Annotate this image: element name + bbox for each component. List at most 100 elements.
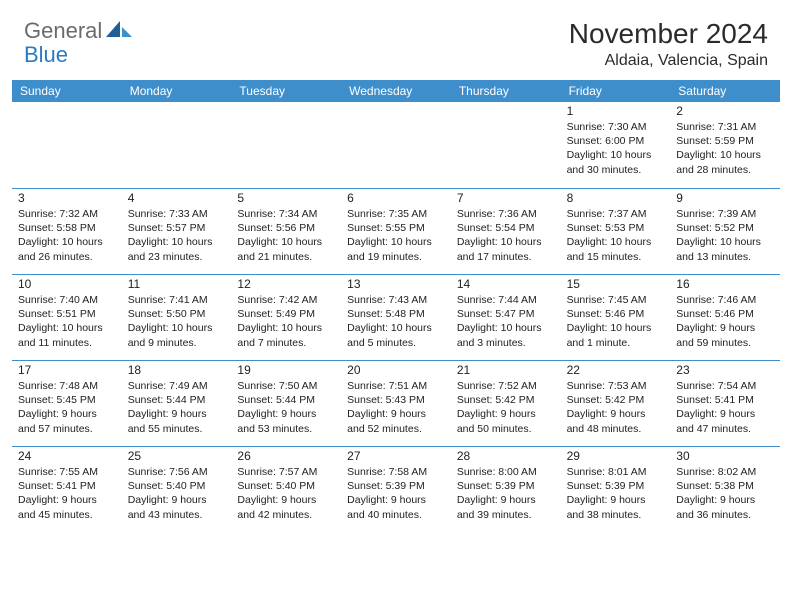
day-info-line: Daylight: 10 hours — [567, 148, 665, 162]
day-info-line: and 1 minute. — [567, 336, 665, 350]
day-info-line: Sunrise: 7:48 AM — [18, 379, 116, 393]
day-info-line: Sunrise: 7:46 AM — [676, 293, 774, 307]
day-number: 4 — [128, 191, 226, 205]
day-info-line: Daylight: 10 hours — [18, 235, 116, 249]
day-info-line: Sunrise: 7:36 AM — [457, 207, 555, 221]
day-info-line: Sunset: 5:41 PM — [18, 479, 116, 493]
day-header: Wednesday — [341, 80, 451, 102]
day-number: 12 — [237, 277, 335, 291]
day-info-line: Sunset: 5:39 PM — [457, 479, 555, 493]
day-number: 16 — [676, 277, 774, 291]
day-number: 20 — [347, 363, 445, 377]
day-info-line: Sunset: 5:46 PM — [676, 307, 774, 321]
month-title: November 2024 — [569, 18, 768, 50]
day-number: 21 — [457, 363, 555, 377]
day-info-line: and 55 minutes. — [128, 422, 226, 436]
day-info-line: Sunrise: 8:00 AM — [457, 465, 555, 479]
day-number: 14 — [457, 277, 555, 291]
day-header: Friday — [561, 80, 671, 102]
day-info-line: Sunrise: 7:39 AM — [676, 207, 774, 221]
day-info-line: Sunrise: 7:34 AM — [237, 207, 335, 221]
day-header: Monday — [122, 80, 232, 102]
day-info-line: and 50 minutes. — [457, 422, 555, 436]
day-info-line: Daylight: 10 hours — [128, 235, 226, 249]
day-info-line: and 3 minutes. — [457, 336, 555, 350]
day-info-line: Sunrise: 7:54 AM — [676, 379, 774, 393]
day-number: 11 — [128, 277, 226, 291]
day-number: 15 — [567, 277, 665, 291]
day-cell: 5Sunrise: 7:34 AMSunset: 5:56 PMDaylight… — [231, 188, 341, 274]
day-cell: 24Sunrise: 7:55 AMSunset: 5:41 PMDayligh… — [12, 446, 122, 532]
day-cell: 13Sunrise: 7:43 AMSunset: 5:48 PMDayligh… — [341, 274, 451, 360]
day-info-line: Daylight: 9 hours — [676, 321, 774, 335]
calendar-grid: SundayMondayTuesdayWednesdayThursdayFrid… — [0, 74, 792, 532]
day-info-line: Sunset: 5:41 PM — [676, 393, 774, 407]
day-info-line: and 30 minutes. — [567, 163, 665, 177]
day-info-line: Sunset: 6:00 PM — [567, 134, 665, 148]
day-info-line: Sunset: 5:39 PM — [567, 479, 665, 493]
day-number: 7 — [457, 191, 555, 205]
day-info-line: Sunrise: 8:02 AM — [676, 465, 774, 479]
empty-cell — [451, 102, 561, 188]
day-info-line: Daylight: 9 hours — [676, 407, 774, 421]
day-cell: 20Sunrise: 7:51 AMSunset: 5:43 PMDayligh… — [341, 360, 451, 446]
day-cell: 23 Sunrise: 7:54 AMSunset: 5:41 PMDayligh… — [670, 360, 780, 446]
day-info-line: Sunrise: 7:44 AM — [457, 293, 555, 307]
empty-cell — [231, 102, 341, 188]
day-info-line: and 47 minutes. — [676, 422, 774, 436]
day-info-line: Sunset: 5:44 PM — [128, 393, 226, 407]
day-number: 10 — [18, 277, 116, 291]
day-info-line: Daylight: 10 hours — [128, 321, 226, 335]
day-number: 18 — [128, 363, 226, 377]
week-row: 17Sunrise: 7:48 AMSunset: 5:45 PMDayligh… — [12, 360, 780, 446]
day-info-line: Sunrise: 7:43 AM — [347, 293, 445, 307]
day-header: Saturday — [670, 80, 780, 102]
day-info-line: Daylight: 9 hours — [347, 493, 445, 507]
day-info-line: Sunset: 5:59 PM — [676, 134, 774, 148]
day-cell: 8Sunrise: 7:37 AMSunset: 5:53 PMDaylight… — [561, 188, 671, 274]
day-cell: 26Sunrise: 7:57 AMSunset: 5:40 PMDayligh… — [231, 446, 341, 532]
day-info-line: Daylight: 10 hours — [457, 235, 555, 249]
day-info-line: and 28 minutes. — [676, 163, 774, 177]
day-cell: 12Sunrise: 7:42 AMSunset: 5:49 PMDayligh… — [231, 274, 341, 360]
day-cell: 1Sunrise: 7:30 AMSunset: 6:00 PMDaylight… — [561, 102, 671, 188]
day-info-line: Sunrise: 7:58 AM — [347, 465, 445, 479]
day-info-line: Daylight: 9 hours — [237, 407, 335, 421]
day-info-line: Daylight: 10 hours — [676, 235, 774, 249]
day-info-line: and 43 minutes. — [128, 508, 226, 522]
day-info-line: and 21 minutes. — [237, 250, 335, 264]
day-number: 28 — [457, 449, 555, 463]
day-number: 22 — [567, 363, 665, 377]
day-cell: 30Sunrise: 8:02 AMSunset: 5:38 PMDayligh… — [670, 446, 780, 532]
day-info-line: and 26 minutes. — [18, 250, 116, 264]
day-cell: 4Sunrise: 7:33 AMSunset: 5:57 PMDaylight… — [122, 188, 232, 274]
day-info-line: and 48 minutes. — [567, 422, 665, 436]
day-info-line: Sunset: 5:53 PM — [567, 221, 665, 235]
day-info-line: Sunset: 5:56 PM — [237, 221, 335, 235]
empty-cell — [341, 102, 451, 188]
day-cell: 11Sunrise: 7:41 AMSunset: 5:50 PMDayligh… — [122, 274, 232, 360]
day-info-line: and 11 minutes. — [18, 336, 116, 350]
day-info-line: Sunrise: 7:35 AM — [347, 207, 445, 221]
day-info-line: Daylight: 9 hours — [567, 493, 665, 507]
day-number: 5 — [237, 191, 335, 205]
day-info-line: Sunrise: 7:51 AM — [347, 379, 445, 393]
day-info-line: and 57 minutes. — [18, 422, 116, 436]
day-info-line: Sunrise: 7:49 AM — [128, 379, 226, 393]
day-info-line: and 53 minutes. — [237, 422, 335, 436]
day-info-line: and 19 minutes. — [347, 250, 445, 264]
day-info-line: Daylight: 10 hours — [567, 321, 665, 335]
day-info-line: Sunset: 5:50 PM — [128, 307, 226, 321]
day-number: 23 — [676, 363, 774, 377]
day-number: 1 — [567, 104, 665, 118]
day-info-line: Sunrise: 7:31 AM — [676, 120, 774, 134]
day-info-line: Daylight: 9 hours — [567, 407, 665, 421]
day-cell: 3Sunrise: 7:32 AMSunset: 5:58 PMDaylight… — [12, 188, 122, 274]
day-info-line: Daylight: 9 hours — [18, 493, 116, 507]
day-info-line: Sunrise: 7:55 AM — [18, 465, 116, 479]
day-info-line: Sunrise: 8:01 AM — [567, 465, 665, 479]
day-info-line: Daylight: 9 hours — [676, 493, 774, 507]
day-cell: 17Sunrise: 7:48 AMSunset: 5:45 PMDayligh… — [12, 360, 122, 446]
day-info-line: Daylight: 9 hours — [457, 407, 555, 421]
day-number: 25 — [128, 449, 226, 463]
